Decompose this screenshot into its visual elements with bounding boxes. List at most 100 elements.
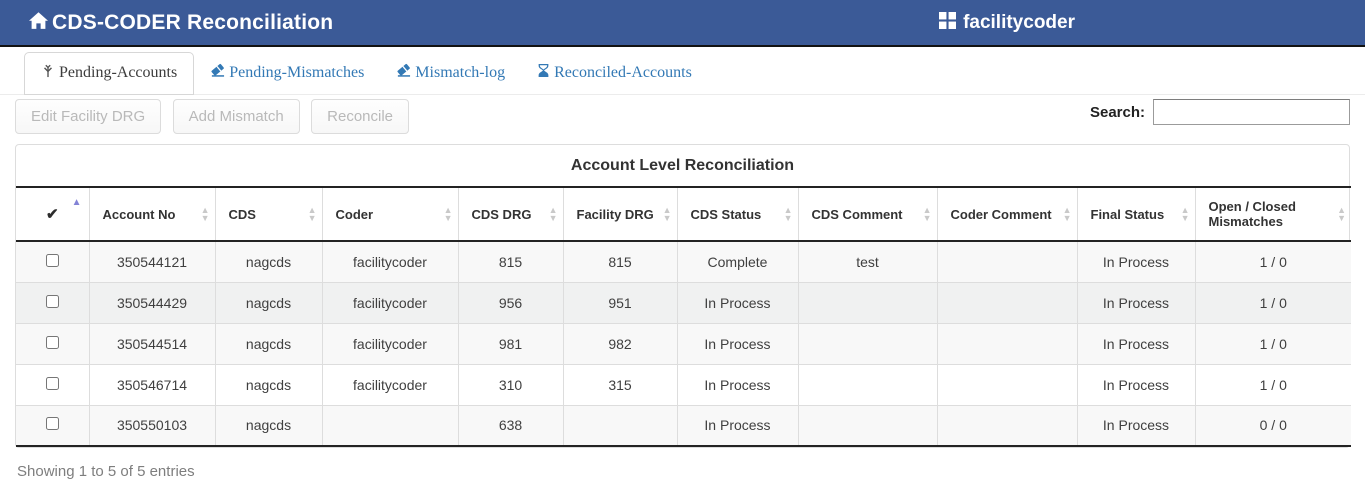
column-header-coder[interactable]: Coder ▲ ▼ — [321, 186, 458, 242]
sort-arrows-icon: ▲ ▼ — [783, 205, 793, 223]
tab-mismatch-log[interactable]: Mismatch-log — [380, 53, 521, 94]
cds-comment-cell — [797, 323, 937, 365]
tab-label: Pending-Accounts — [59, 64, 178, 81]
tab-pending-mismatches[interactable]: Pending-Mismatches — [194, 53, 380, 94]
tree-icon — [41, 63, 55, 83]
tab-reconciled-accounts[interactable]: Reconciled-Accounts — [521, 53, 708, 94]
toolbar: Edit Facility DRG Add Mismatch Reconcile… — [15, 99, 1350, 135]
coder-comment-cell — [936, 405, 1077, 447]
navbar-brand[interactable]: facilitycoder — [939, 11, 1075, 34]
select-cell — [16, 405, 89, 447]
mismatches-cell: 0 / 0 — [1194, 405, 1351, 447]
erase-icon — [210, 63, 225, 83]
account-no-cell: 350544121 — [88, 241, 215, 283]
brand-username: facilitycoder — [963, 11, 1075, 33]
final-status-cell: In Process — [1076, 282, 1195, 324]
final-status-cell: In Process — [1076, 323, 1195, 365]
table-row: 350544429 nagcds facilitycoder 956 951 I… — [16, 282, 1351, 324]
cds-comment-cell — [797, 364, 937, 406]
cds-status-cell: Complete — [676, 241, 798, 283]
cds-status-cell: In Process — [676, 405, 798, 447]
cds-status-cell: In Process — [676, 323, 798, 365]
table-row: 350544121 nagcds facilitycoder 815 815 C… — [16, 241, 1351, 283]
facility-drg-cell: 815 — [562, 241, 677, 283]
navbar: CDS-CODER Reconciliation facilitycoder — [0, 0, 1365, 47]
cds-cell: nagcds — [214, 364, 322, 406]
coder-comment-cell — [936, 241, 1077, 283]
facility-drg-cell: 982 — [562, 323, 677, 365]
sort-arrows-icon: ▲ ▼ — [662, 205, 672, 223]
select-cell — [16, 282, 89, 324]
coder-cell: facilitycoder — [321, 282, 458, 324]
account-no-cell: 350544514 — [88, 323, 215, 365]
column-header-cds[interactable]: CDS ▲ ▼ — [214, 186, 322, 242]
add-mismatch-button[interactable]: Add Mismatch — [172, 99, 300, 134]
reconcile-button[interactable]: Reconcile — [311, 99, 410, 134]
select-cell — [16, 323, 89, 365]
column-header-coder-comment[interactable]: Coder Comment ▲ ▼ — [936, 186, 1077, 242]
column-header-facility-drg[interactable]: Facility DRG ▲ ▼ — [562, 186, 677, 242]
sort-arrows-icon: ▲ ▼ — [548, 205, 558, 223]
search-input[interactable] — [1153, 99, 1350, 125]
mismatches-cell: 1 / 0 — [1194, 241, 1351, 283]
mismatches-cell: 1 / 0 — [1194, 323, 1351, 365]
grid-icon — [939, 11, 957, 34]
mismatches-cell: 1 / 0 — [1194, 282, 1351, 324]
sort-arrows-icon: ▲ ▼ — [307, 205, 317, 223]
cds-cell: nagcds — [214, 323, 322, 365]
cds-cell: nagcds — [214, 282, 322, 324]
coder-cell: facilitycoder — [321, 323, 458, 365]
tab-label: Reconciled-Accounts — [554, 64, 692, 81]
column-header-cds-drg[interactable]: CDS DRG ▲ ▼ — [457, 186, 563, 242]
sort-arrows-icon: ▲ ▼ — [200, 205, 210, 223]
search-label: Search: — [1089, 103, 1145, 121]
column-header-mismatches[interactable]: Open / Closed Mismatches ▲ ▼ — [1194, 186, 1351, 242]
edit-facility-drg-button[interactable]: Edit Facility DRG — [15, 99, 162, 134]
select-cell — [16, 364, 89, 406]
account-no-cell: 350544429 — [88, 282, 215, 324]
cds-status-cell: In Process — [676, 282, 798, 324]
facility-drg-cell: 315 — [562, 364, 677, 406]
column-header-select-all[interactable]: ✔ ▲ — [16, 186, 89, 242]
row-select-checkbox[interactable] — [45, 376, 59, 390]
tab-pending-accounts[interactable]: Pending-Accounts — [24, 52, 195, 95]
table-row: 350546714 nagcds facilitycoder 310 315 I… — [16, 364, 1351, 406]
checkmark-icon: ✔ — [45, 206, 59, 223]
column-header-account-no[interactable]: Account No ▲ ▼ — [88, 186, 215, 242]
tab-bar: Pending-Accounts Pending-Mismatches Mism… — [0, 47, 1365, 95]
facility-drg-cell — [562, 405, 677, 447]
mismatches-cell: 1 / 0 — [1194, 364, 1351, 406]
coder-comment-cell — [936, 364, 1077, 406]
coder-comment-cell — [936, 323, 1077, 365]
column-header-final-status[interactable]: Final Status ▲ ▼ — [1076, 186, 1195, 242]
table-header-row: ✔ ▲ Account No ▲ ▼ CDS ▲ ▼ Coder ▲ ▼ CDS DR… — [16, 186, 1351, 242]
erase-icon — [396, 63, 411, 83]
row-select-checkbox[interactable] — [45, 294, 59, 308]
final-status-cell: In Process — [1076, 405, 1195, 447]
row-select-checkbox[interactable] — [45, 253, 59, 267]
cds-status-cell: In Process — [676, 364, 798, 406]
cds-cell: nagcds — [214, 405, 322, 447]
cds-drg-cell: 981 — [457, 323, 563, 365]
home-icon[interactable] — [29, 11, 48, 35]
final-status-cell: In Process — [1076, 241, 1195, 283]
cds-comment-cell — [797, 282, 937, 324]
row-select-checkbox[interactable] — [45, 335, 59, 349]
table-row: 350550103 nagcds 638 In Process In Proce… — [16, 405, 1351, 447]
cds-drg-cell: 956 — [457, 282, 563, 324]
row-select-checkbox[interactable] — [45, 417, 59, 431]
table-row: 350544514 nagcds facilitycoder 981 982 I… — [16, 323, 1351, 365]
account-reconciliation-panel: Account Level Reconciliation ✔ ▲ Account… — [15, 144, 1351, 448]
coder-comment-cell — [936, 282, 1077, 324]
table-caption: Account Level Reconciliation — [570, 157, 795, 174]
column-header-cds-status[interactable]: CDS Status ▲ ▼ — [676, 186, 798, 242]
sort-ascending-icon: ▲ — [71, 197, 82, 208]
accounts-table: ✔ ▲ Account No ▲ ▼ CDS ▲ ▼ Coder ▲ ▼ CDS DR… — [16, 186, 1351, 447]
search-box: Search: — [1090, 99, 1350, 125]
facility-drg-cell: 951 — [562, 282, 677, 324]
cds-comment-cell: test — [797, 241, 937, 283]
sort-arrows-icon: ▲ ▼ — [1337, 205, 1346, 223]
final-status-cell: In Process — [1076, 364, 1195, 406]
column-header-cds-comment[interactable]: CDS Comment ▲ ▼ — [797, 186, 937, 242]
cds-drg-cell: 638 — [457, 405, 563, 447]
